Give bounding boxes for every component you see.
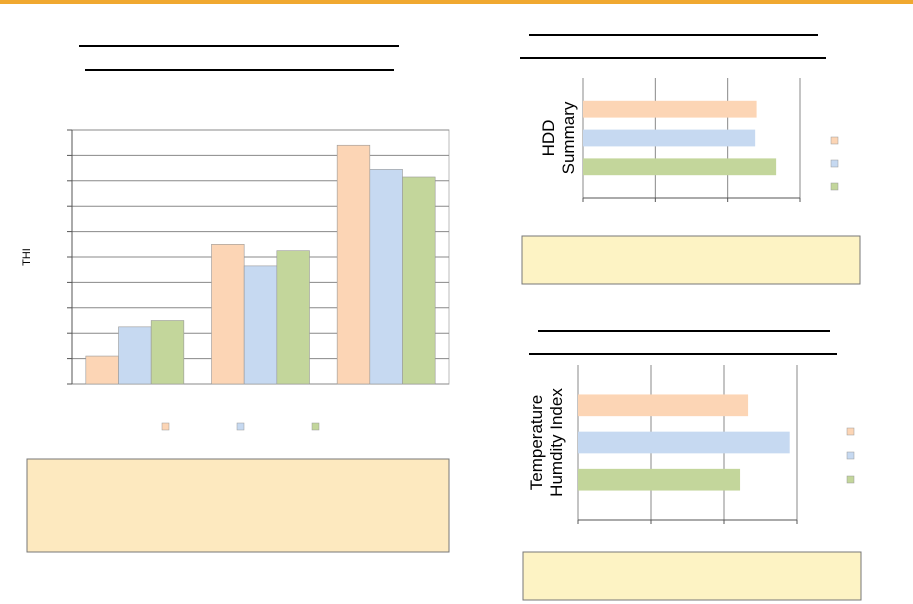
bar [578,431,790,454]
y-axis-label-line: Temperature [527,395,546,490]
bar [118,326,152,385]
legend-swatch [830,136,839,145]
bar [336,144,371,385]
note-box [521,235,861,285]
legend-swatch [846,475,855,484]
legend-swatch [846,427,855,436]
bar [583,129,756,147]
y-axis-label: HDDSummary [539,101,578,174]
legend-swatch [846,451,855,460]
bar [402,176,436,385]
note-box [522,551,862,601]
legend-swatch [236,422,245,431]
bar [276,250,310,385]
y-axis-label: TemperatureHumdity Index [527,388,566,497]
bar [578,394,749,417]
bar [243,265,278,385]
legend-swatch [830,182,839,191]
bar [211,244,245,385]
y-axis-label: THI [21,248,33,266]
bar [369,169,403,385]
y-axis-label-line: Summary [559,101,578,174]
y-axis-label-line: HDD [539,120,558,157]
legend-swatch [161,422,170,431]
bar [85,355,119,385]
legend-swatch [830,159,839,168]
bar [583,100,757,118]
bar [578,468,741,491]
top-rule [0,0,913,4]
y-axis-label-line: Humdity Index [547,388,566,497]
legend-swatch [311,422,320,431]
note-box [26,458,450,553]
bar [583,158,777,176]
bar [150,320,185,385]
